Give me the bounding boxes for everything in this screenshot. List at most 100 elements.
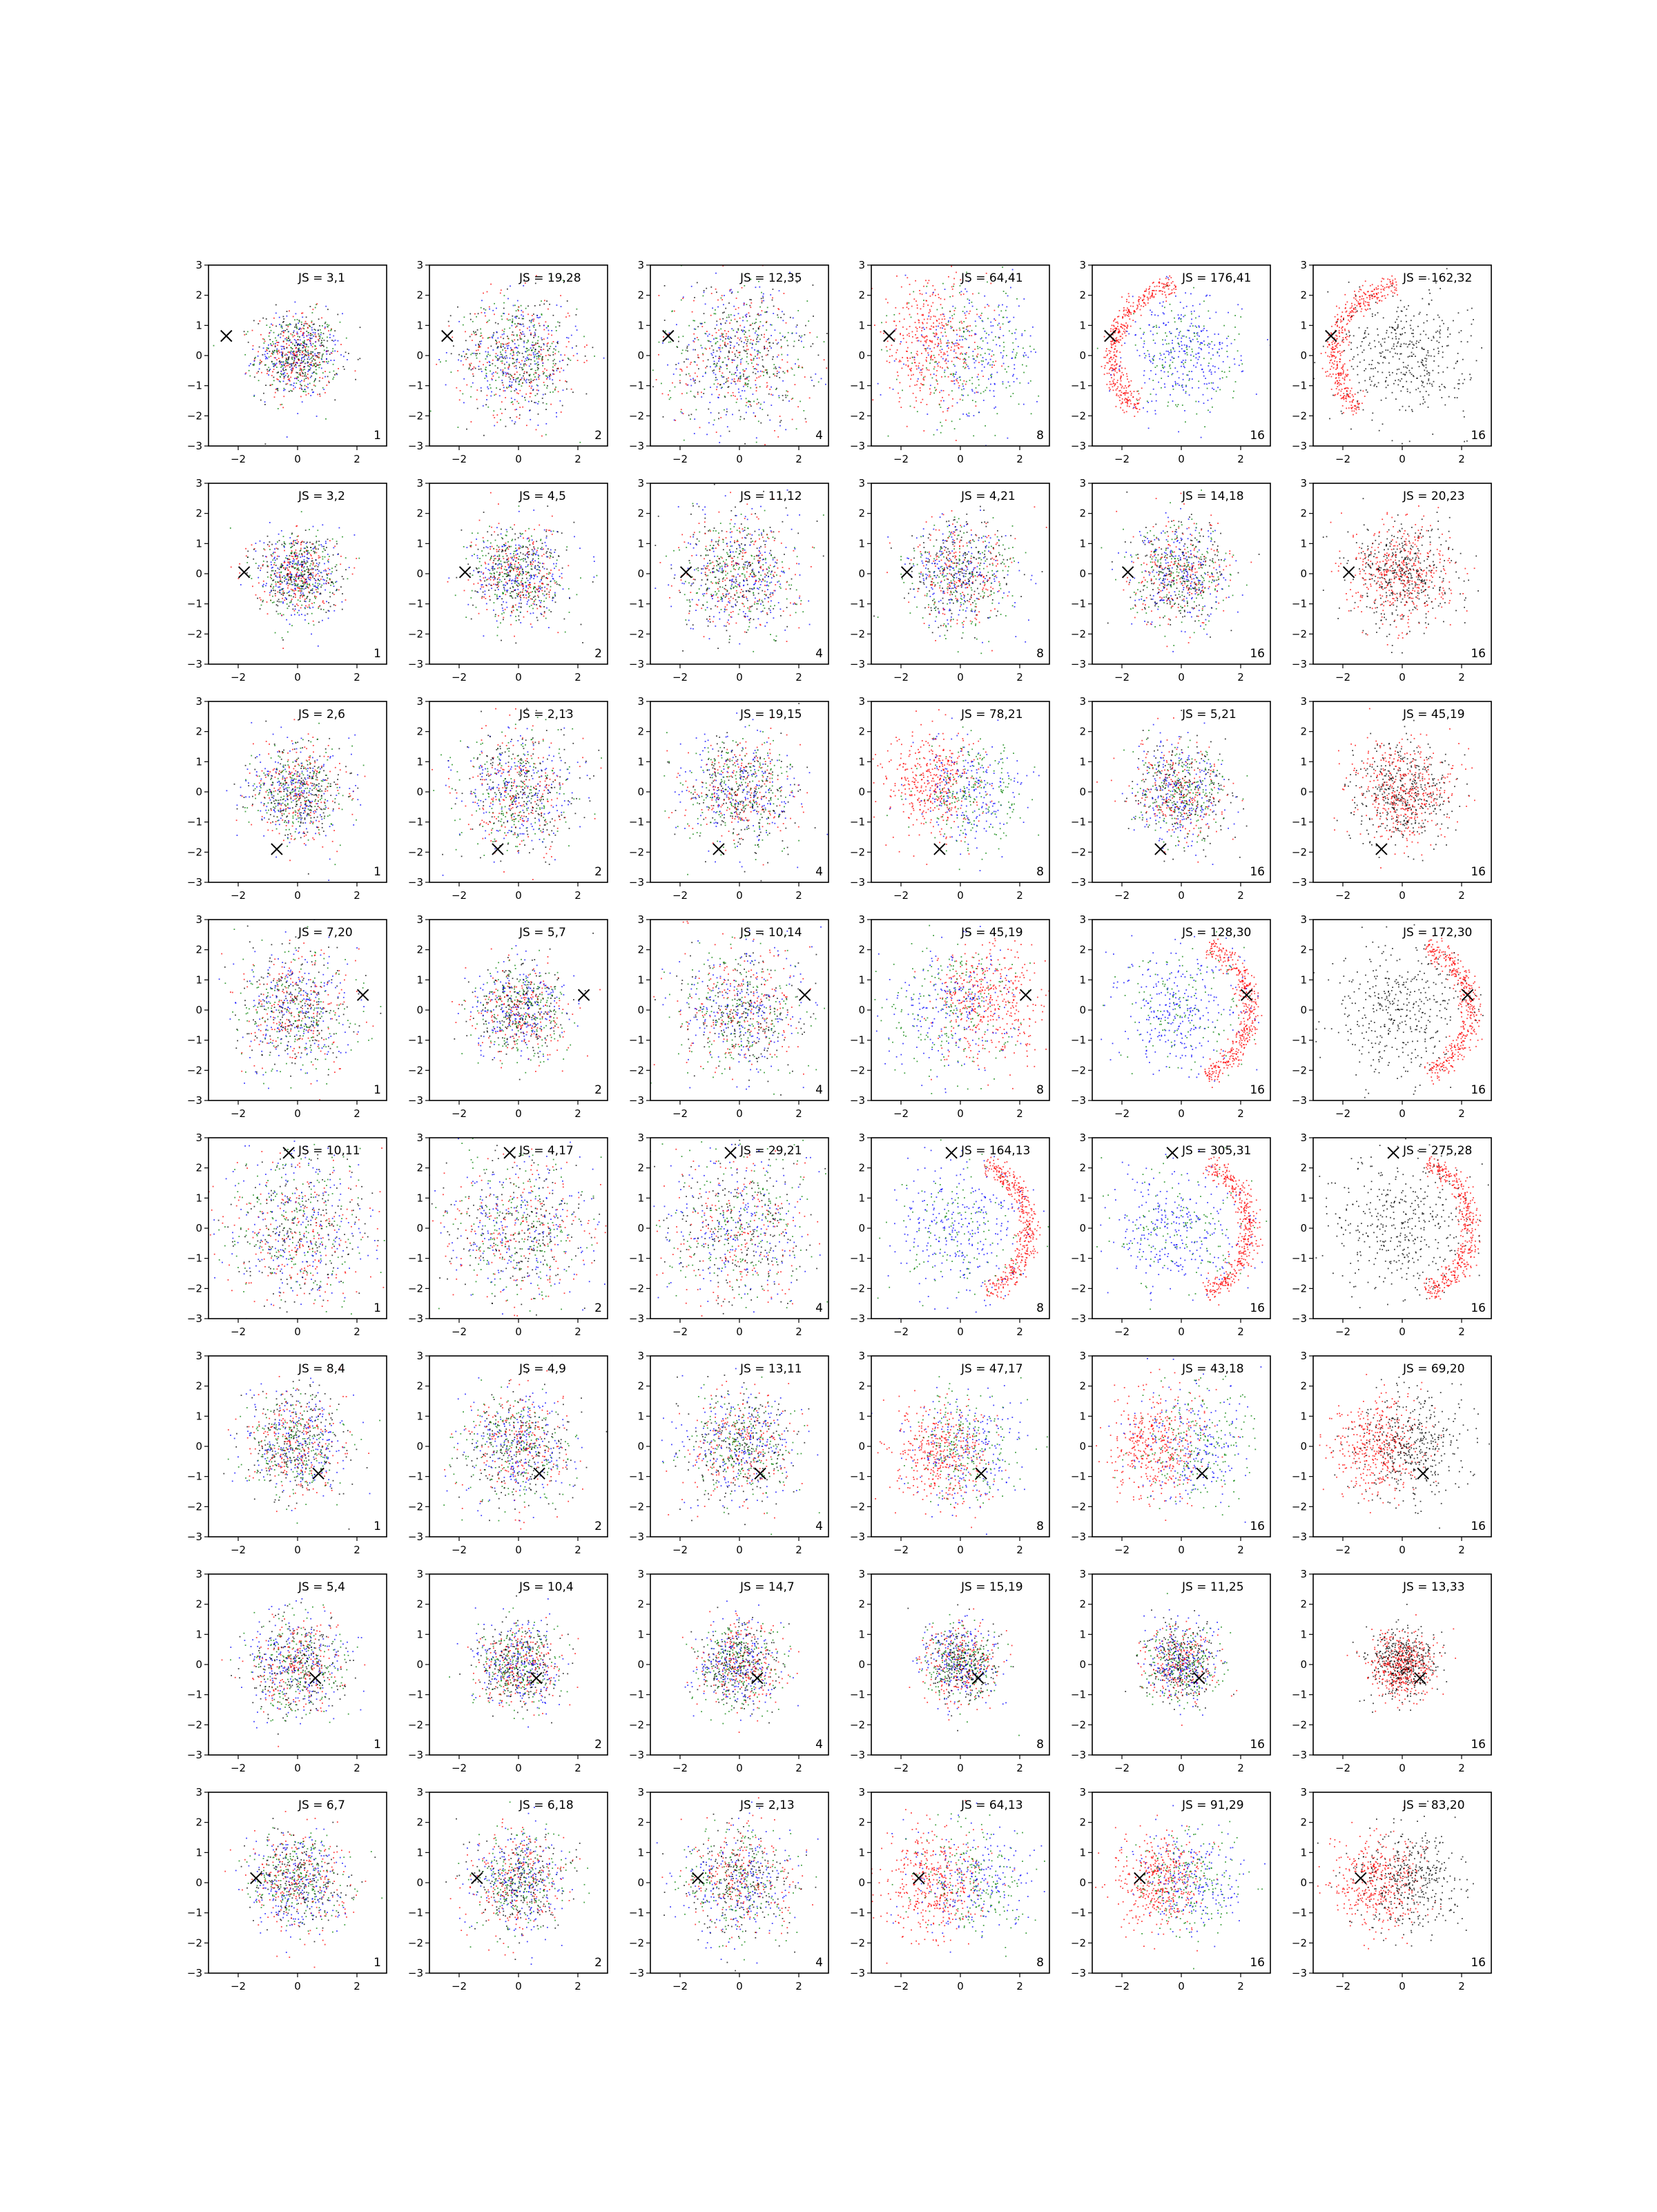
data-point	[305, 378, 307, 379]
data-point	[1337, 386, 1338, 387]
data-point	[682, 298, 684, 299]
data-point	[721, 336, 723, 338]
data-point	[260, 334, 262, 336]
data-point	[319, 325, 320, 327]
data-point	[737, 328, 739, 329]
data-point	[527, 341, 529, 342]
data-point	[338, 368, 339, 369]
data-point	[1399, 409, 1400, 411]
data-point	[1119, 331, 1121, 333]
data-point	[275, 365, 276, 367]
data-point	[959, 292, 960, 293]
data-point	[991, 351, 993, 352]
data-point	[304, 323, 305, 324]
data-point	[316, 369, 317, 371]
data-point	[889, 356, 891, 357]
data-point	[1198, 401, 1199, 402]
data-point	[764, 347, 765, 349]
data-point	[281, 346, 282, 347]
data-point	[1209, 371, 1210, 372]
data-point	[1343, 397, 1344, 398]
data-point	[732, 351, 733, 353]
data-point	[731, 293, 733, 294]
data-point	[1114, 373, 1115, 375]
data-point	[316, 366, 317, 367]
data-point	[956, 371, 957, 373]
data-point	[1394, 349, 1395, 350]
data-point	[274, 363, 275, 365]
scatter-points	[423, 251, 614, 443]
data-point	[886, 315, 887, 316]
data-point	[512, 420, 513, 422]
data-point	[1016, 329, 1017, 330]
data-point	[546, 403, 548, 405]
data-point	[1462, 383, 1464, 385]
data-point	[907, 303, 908, 304]
data-point	[817, 336, 818, 338]
data-point	[1457, 383, 1459, 385]
data-point	[1149, 324, 1150, 326]
data-point	[1335, 356, 1337, 358]
data-point	[1173, 289, 1174, 290]
data-point	[530, 396, 531, 398]
data-point	[1411, 328, 1412, 329]
data-point	[705, 333, 706, 334]
data-point	[543, 394, 544, 396]
data-point	[753, 328, 754, 329]
data-point	[730, 289, 731, 291]
data-point	[535, 370, 536, 371]
data-point	[320, 342, 322, 344]
data-point	[985, 353, 986, 354]
data-point	[736, 367, 737, 369]
data-point	[1428, 289, 1430, 291]
data-point	[889, 349, 891, 350]
data-point	[1011, 333, 1013, 334]
data-point	[329, 371, 331, 373]
data-point	[1130, 306, 1132, 307]
data-point	[721, 298, 722, 299]
data-point	[723, 376, 724, 378]
data-point	[311, 338, 313, 339]
data-point	[764, 402, 765, 403]
data-point	[271, 345, 273, 347]
data-point	[531, 320, 532, 322]
data-point	[783, 371, 784, 372]
data-point	[1134, 407, 1135, 408]
data-point	[1181, 314, 1182, 316]
data-point	[514, 409, 516, 411]
data-point	[1356, 300, 1357, 302]
data-point	[299, 344, 300, 345]
data-point	[727, 426, 728, 427]
data-point	[1368, 333, 1369, 335]
data-point	[322, 355, 323, 356]
data-point	[678, 336, 679, 338]
data-point	[735, 383, 737, 385]
x-tick-label: 0	[736, 453, 743, 465]
data-point	[555, 363, 556, 365]
data-point	[291, 365, 293, 367]
data-point	[287, 329, 288, 330]
data-point	[1241, 309, 1243, 310]
data-point	[737, 398, 738, 400]
data-point	[302, 347, 304, 349]
data-point	[1343, 342, 1344, 343]
data-point	[1176, 329, 1177, 330]
data-point	[1143, 333, 1144, 335]
data-point	[974, 367, 976, 369]
data-point	[720, 329, 721, 330]
data-point	[739, 355, 740, 356]
data-point	[274, 396, 275, 398]
data-point	[787, 354, 788, 356]
data-point	[956, 380, 958, 382]
data-point	[543, 344, 545, 345]
data-point	[458, 427, 459, 428]
data-point	[1411, 381, 1412, 382]
data-point	[793, 346, 795, 347]
data-point	[1192, 305, 1194, 307]
data-point	[521, 310, 522, 311]
data-point	[1199, 336, 1200, 337]
data-point	[1440, 329, 1441, 331]
data-point	[507, 320, 509, 321]
data-point	[946, 324, 947, 326]
data-point	[888, 436, 889, 437]
